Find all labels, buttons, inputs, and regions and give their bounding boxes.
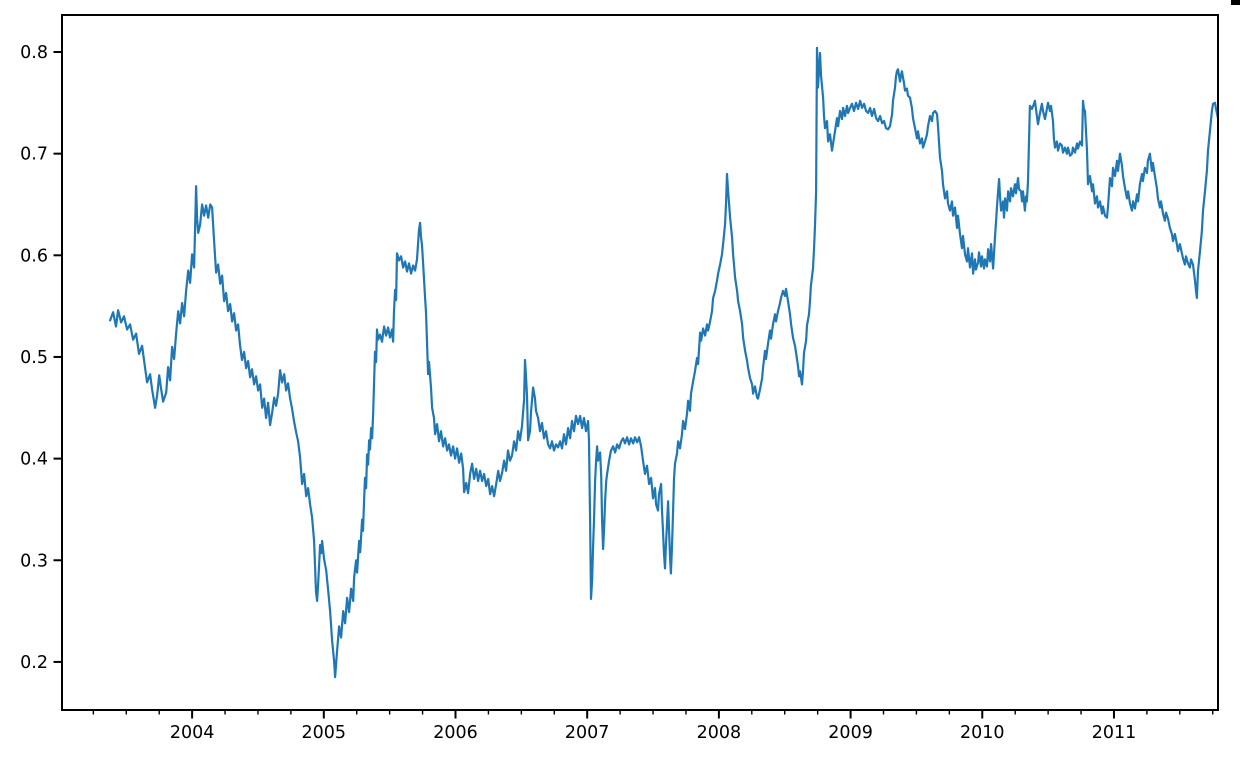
x-tick-label: 2007 (565, 723, 610, 743)
y-tick-label: 0.4 (20, 450, 48, 470)
y-tick-label: 0.6 (20, 246, 48, 266)
x-tick-label: 2006 (433, 723, 478, 743)
x-tick-label: 2004 (170, 723, 215, 743)
plot-border (61, 14, 1219, 711)
data-line (108, 46, 1220, 679)
y-tick-label: 0.8 (20, 43, 48, 63)
y-tick-label: 0.3 (20, 551, 48, 571)
x-tick-label: 2009 (828, 723, 873, 743)
y-tick-label: 0.2 (20, 653, 48, 673)
x-tick-label: 2008 (697, 723, 742, 743)
x-tick-label: 2010 (960, 723, 1005, 743)
x-tick-label: 2011 (1092, 723, 1137, 743)
corner-artifact (1231, 0, 1240, 5)
y-tick-label: 0.5 (20, 348, 48, 368)
y-tick-label: 0.7 (20, 145, 48, 165)
x-tick-label: 2005 (302, 723, 347, 743)
